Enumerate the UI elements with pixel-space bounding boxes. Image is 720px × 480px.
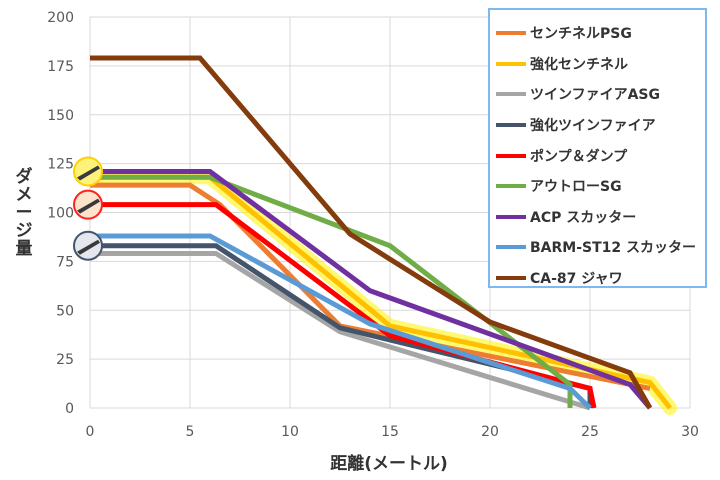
y-axis-title-char: ダ — [16, 166, 33, 187]
legend-item: ACP スカッター — [496, 202, 705, 233]
series-line — [90, 174, 573, 408]
legend-label: ツインファイアASG — [530, 87, 660, 104]
legend-item: ポンプ＆ダンプ — [496, 140, 705, 171]
series-line — [90, 251, 591, 411]
legend-label: BARM-ST12 スカッター — [530, 240, 697, 257]
legend-swatch — [496, 245, 526, 250]
x-tick-label: 10 — [281, 424, 299, 440]
y-axis-title-char: ー — [16, 203, 33, 223]
series-line — [90, 55, 653, 410]
shotgun-icon — [77, 239, 100, 255]
series-layer — [83, 55, 677, 415]
legend-item: センチネルPSG — [496, 18, 705, 49]
x-tick-label: 20 — [481, 424, 499, 440]
shotgun-icon — [77, 198, 100, 214]
legend-swatch — [496, 184, 526, 189]
y-tick-label: 75 — [56, 254, 74, 270]
shotgun-icon — [77, 165, 100, 181]
legend-swatch — [496, 123, 526, 128]
legend-item: CA-87 ジャワ — [496, 263, 705, 294]
legend-label: 強化センチネル — [530, 56, 628, 73]
x-tick-label: 15 — [381, 424, 399, 440]
legend-item: 強化ツインファイア — [496, 110, 705, 141]
series-line — [90, 168, 652, 410]
x-axis-title: 距離(メートル) — [330, 453, 448, 474]
legend-label: ACP スカッター — [530, 209, 637, 226]
legend-swatch — [496, 214, 526, 219]
y-axis-title-char: ジ — [16, 221, 33, 241]
legend-swatch — [496, 61, 526, 66]
legend: センチネルPSG 強化センチネルツインファイアASG 強化ツインファイア ポンプ＆ダン… — [488, 8, 707, 288]
x-tick-label: 30 — [681, 424, 699, 440]
y-tick-label: 25 — [56, 352, 74, 368]
legend-item: 強化センチネル — [496, 49, 705, 80]
weapon-markers — [73, 156, 103, 261]
x-tick-label: 25 — [581, 424, 599, 440]
series-line — [90, 202, 597, 409]
legend-item: アウトローSG — [496, 171, 705, 202]
y-tick-label: 125 — [47, 157, 74, 173]
y-tick-label: 100 — [47, 206, 74, 222]
y-tick-label: 0 — [65, 401, 74, 417]
legend-label: アウトローSG — [530, 179, 622, 196]
legend-swatch — [496, 276, 526, 281]
legend-label: ポンプ＆ダンプ — [530, 148, 628, 165]
y-tick-label: 150 — [47, 108, 74, 124]
series-line — [90, 233, 592, 410]
x-tick-label: 5 — [186, 424, 195, 440]
y-axis-title-char: メ — [16, 185, 33, 205]
x-tick-label: 0 — [86, 424, 95, 440]
legend-swatch — [496, 92, 526, 97]
legend-item: BARM-ST12 スカッター — [496, 232, 705, 263]
legend-label: CA-87 ジャワ — [530, 271, 623, 288]
y-tick-label: 200 — [47, 10, 74, 26]
legend-label: 強化ツインファイア — [530, 118, 656, 135]
y-axis-title-char: 量 — [16, 238, 33, 259]
legend-label: センチネルPSG — [530, 26, 632, 43]
legend-swatch — [496, 31, 526, 36]
axes: 0 25 50 75 100 125 150 175 200 0 5 10 15 20 25 30 — [47, 10, 699, 440]
y-tick-label: 175 — [47, 59, 74, 75]
y-tick-label: 50 — [56, 303, 74, 319]
legend-swatch — [496, 153, 526, 158]
legend-item: ツインファイアASG — [496, 79, 705, 110]
